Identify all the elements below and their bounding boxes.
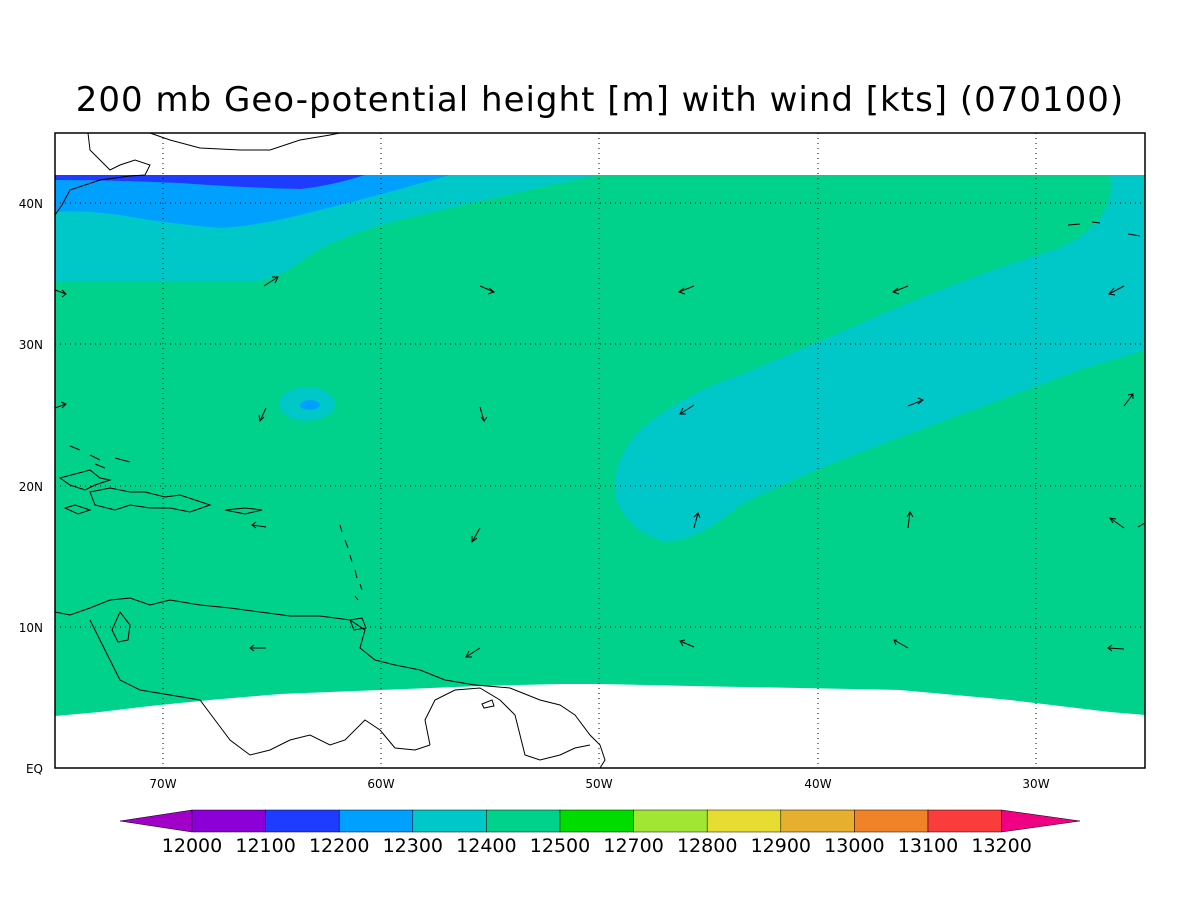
lon-axis: 70W 60W 50W 40W 30W [149,777,1049,791]
height-field [55,175,1145,716]
wind-arrow [679,404,695,415]
wind-arrow [1107,644,1125,652]
lon-label: 70W [149,777,176,791]
lon-label: 60W [367,777,394,791]
coast-north-america [54,132,151,216]
colorbar-label: 12900 [751,835,811,857]
coast-south-america [54,597,606,769]
colorbar-box [854,809,929,833]
lat-label: EQ [26,762,43,776]
coast-bahamas [69,445,131,469]
colorbar-label: 12200 [309,835,369,857]
wind-arrow [891,285,909,295]
wind-arrow [263,276,279,287]
coast-lesser-antilles [339,524,363,601]
wind-arrow [479,285,496,295]
colorbar-label: 12700 [603,835,663,857]
colorbar-box [412,809,487,833]
coast-maracaibo [111,611,131,643]
coast-guyana [424,687,591,761]
colorbar-label: 13000 [824,835,884,857]
wind-arrow [479,406,488,422]
lat-label: 40N [19,197,43,211]
colorbar-box [559,809,634,833]
wind-arrow [677,285,695,295]
colorbar-under-arrow [119,809,193,833]
coast-hispaniola [89,487,212,513]
colorbar-label: 12300 [383,835,443,857]
map-title: 200 mb Geo-potential height [m] with win… [75,80,1125,120]
colorbar-box [927,809,1002,833]
wind-arrow [907,397,924,407]
wind-arrow [251,521,267,529]
colorbar-box [265,809,340,833]
wind-arrow [249,644,266,652]
lat-label: 10N [19,621,43,635]
colorbar-box [191,809,266,833]
coast-colombia [89,619,431,756]
coast-cuba [58,469,112,491]
colorbar: 12000 12100 12200 12300 12400 12500 12700 12800… [119,809,1081,857]
colorbar-box [633,809,708,833]
coast-puerto-rico [224,507,263,515]
coast-trinidad [349,617,367,631]
lon-label: 50W [585,777,612,791]
colorbar-label: 13100 [898,835,958,857]
lon-label: 30W [1022,777,1049,791]
colorbar-label: 12400 [456,835,516,857]
wind-arrow [465,647,481,658]
colorbar-label: 12000 [162,835,222,857]
coast-maine [149,132,341,151]
wind-arrow [906,511,914,529]
wind-arrow [893,639,909,649]
colorbar-label: 12500 [530,835,590,857]
field-12400-band [55,175,1145,716]
graticule [55,133,1145,768]
field-12100-band [55,175,365,189]
colorbar-box [780,809,855,833]
wind-arrow [54,401,67,409]
lat-axis: 40N 30N 20N 10N EQ [19,197,43,776]
colorbar-box [706,809,782,833]
colorbar-label: 12100 [235,835,295,857]
coast-island-small [481,699,495,709]
wind-arrow [258,407,267,423]
wind-arrow [1108,285,1125,296]
colorbar-box [486,809,561,833]
plot-frame [54,132,1146,769]
field-12200-band [55,175,450,228]
colorbar-over-arrow [1001,809,1081,833]
colorbar-label: 13200 [971,835,1031,857]
coast-jamaica [63,504,92,515]
colorbar-box [338,809,414,833]
lon-label: 40W [804,777,831,791]
coastlines [54,132,1141,769]
field-12300-north [55,175,1145,542]
wind-arrow [679,639,695,648]
lat-label: 20N [19,480,43,494]
coast-azores [1067,221,1141,237]
lat-label: 30N [19,338,43,352]
wind-vectors [54,276,1146,658]
wind-arrow [54,289,67,298]
field-low-blue [300,400,320,410]
wind-arrow [1109,517,1125,529]
wind-arrow [1123,393,1134,407]
wind-arrow [1137,522,1146,528]
colorbar-label: 12800 [677,835,737,857]
wind-arrow [471,527,481,544]
wind-arrow [693,512,701,529]
